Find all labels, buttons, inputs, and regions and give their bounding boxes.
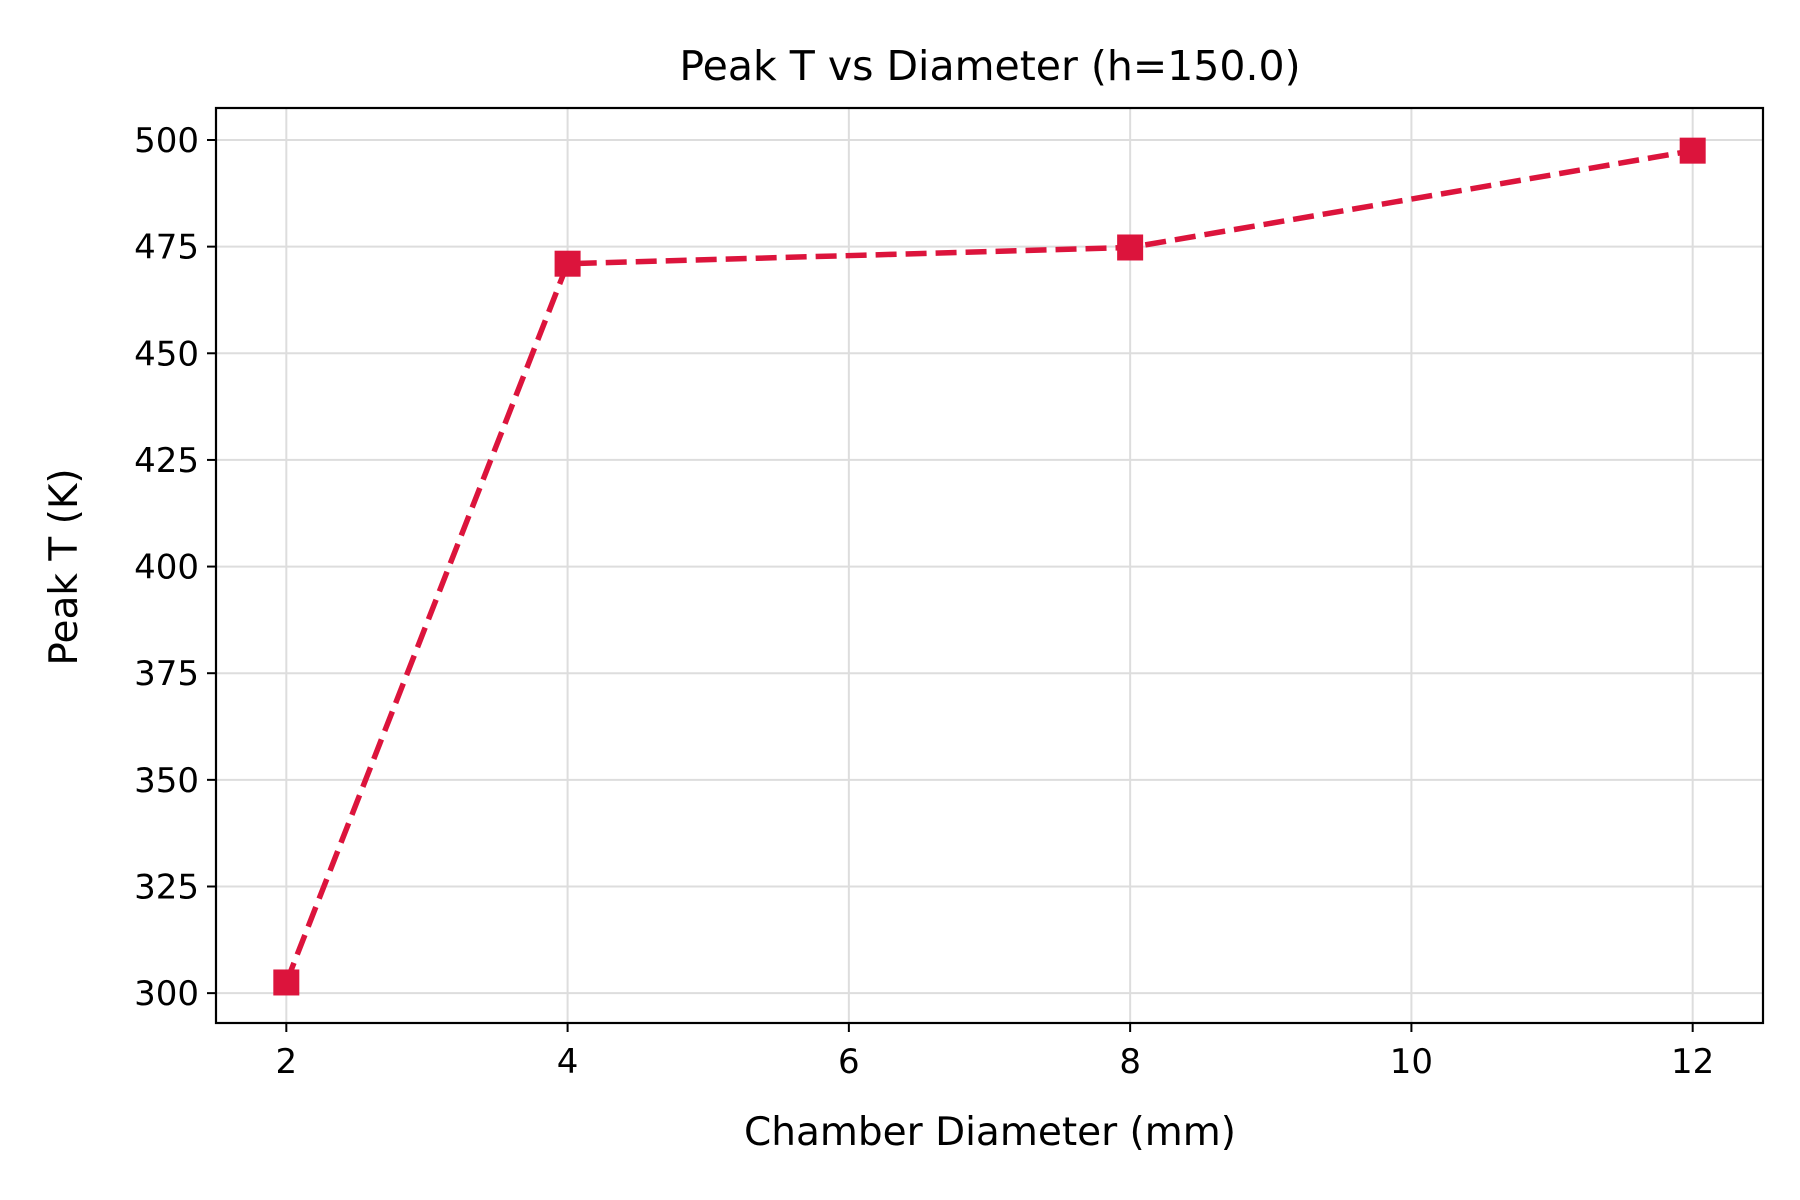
y-axis-title: Peak T (K) bbox=[42, 468, 87, 665]
x-tick-label: 4 bbox=[557, 1042, 579, 1082]
x-tick-label: 2 bbox=[275, 1042, 297, 1082]
x-axis-title: Chamber Diameter (mm) bbox=[744, 1110, 1236, 1155]
y-tick-label: 350 bbox=[134, 761, 199, 801]
y-tick-label: 425 bbox=[134, 441, 199, 481]
data-point-marker bbox=[1117, 234, 1144, 261]
data-point-marker bbox=[554, 250, 581, 277]
y-tick-label: 500 bbox=[134, 121, 199, 161]
plot-frame bbox=[214, 106, 1765, 1025]
y-tick-label: 475 bbox=[134, 228, 199, 268]
y-tick-label: 450 bbox=[134, 334, 199, 374]
y-tick-label: 325 bbox=[134, 867, 199, 907]
x-tick-label: 12 bbox=[1671, 1042, 1714, 1082]
x-tick-label: 10 bbox=[1390, 1042, 1433, 1082]
x-tick-label: 8 bbox=[1119, 1042, 1141, 1082]
x-axis: 2 4 6 8 10 12 bbox=[275, 1023, 1714, 1082]
x-tick-label: 6 bbox=[838, 1042, 860, 1082]
y-tick-label: 300 bbox=[134, 974, 199, 1014]
data-point-marker bbox=[273, 969, 300, 996]
grid bbox=[216, 108, 1763, 1023]
data-point-marker bbox=[1679, 137, 1706, 164]
y-tick-label: 375 bbox=[134, 654, 199, 694]
chart-title: Peak T vs Diameter (h=150.0) bbox=[679, 42, 1300, 90]
y-tick-label: 400 bbox=[134, 548, 199, 588]
series-line bbox=[283, 147, 1694, 984]
series-layer bbox=[273, 137, 1706, 996]
y-axis: 300 325 350 375 400 425 450 475 500 bbox=[134, 121, 216, 1014]
